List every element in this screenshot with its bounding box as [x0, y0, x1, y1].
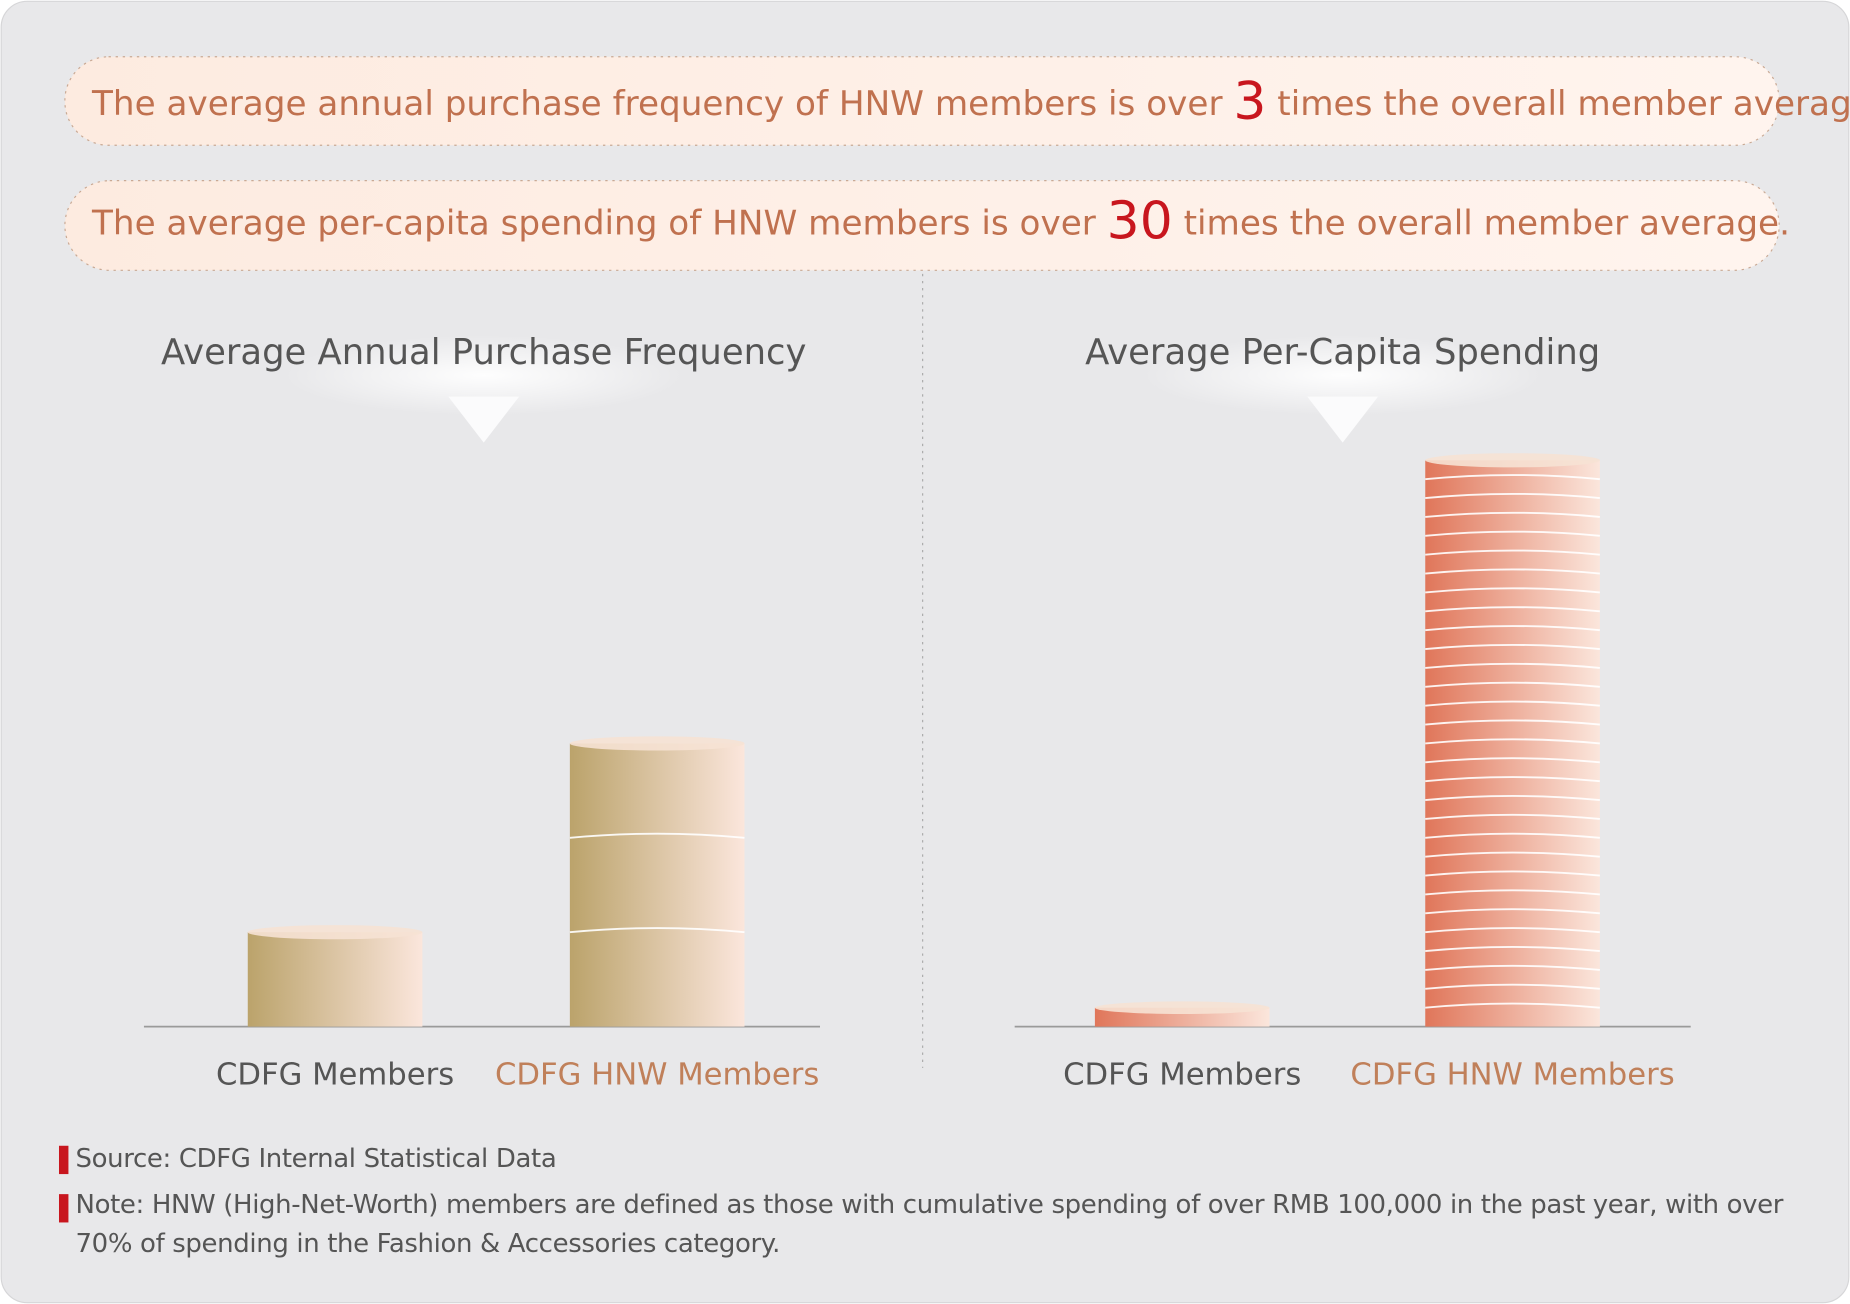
disc-top — [1094, 1001, 1270, 1015]
disc-edge — [1425, 474, 1600, 481]
title-pointer — [1307, 396, 1379, 443]
notes-box: Source: CDFG Internal Statistical Data N… — [76, 1140, 1799, 1264]
bar — [1425, 460, 1600, 1027]
source-note: Source: CDFG Internal Statistical Data — [75, 1144, 557, 1175]
disc-edge — [1425, 568, 1600, 575]
headline-text: The average annual purchase frequency of… — [91, 84, 1233, 124]
disc-edge — [1425, 813, 1600, 820]
headline-text: times the overall member average. — [1173, 203, 1790, 243]
title-pointer — [448, 396, 520, 443]
disc-edge — [1425, 511, 1600, 518]
headline: The average annual purchase frequency of… — [91, 72, 1850, 132]
disc-edge — [1425, 946, 1600, 953]
disc-edge — [1425, 927, 1600, 934]
disc-edge — [1425, 492, 1600, 499]
disc-edge — [1425, 587, 1600, 594]
headline-pill — [64, 180, 1780, 271]
category-label: CDFG HNW Members — [495, 1058, 819, 1093]
disc-edge — [1425, 776, 1600, 783]
disc-edge — [1425, 625, 1600, 632]
headline-number: 30 — [1107, 191, 1173, 251]
category-label: CDFG Members — [216, 1058, 454, 1093]
disc-edge — [1425, 794, 1600, 802]
disc-edge — [569, 927, 745, 934]
title-glow — [1142, 335, 1544, 416]
title-glow — [283, 335, 685, 416]
disc-edge — [1425, 832, 1600, 839]
disc-edge — [1425, 889, 1600, 896]
disc-edge — [1425, 700, 1600, 707]
disc-top — [247, 925, 423, 940]
disc-edge — [1425, 964, 1600, 971]
note-marker — [58, 1145, 69, 1175]
disc-edge — [1425, 757, 1600, 764]
definition-note: Note: HNW (High-Net-Worth) members are d… — [75, 1190, 1784, 1260]
category-label: CDFG Members — [1063, 1058, 1301, 1093]
disc-edge — [1425, 643, 1600, 650]
chart-title: Average Annual Purchase Frequency — [161, 332, 806, 373]
chart-title: Average Per-Capita Spending — [1085, 332, 1600, 373]
disc-edge — [1425, 530, 1600, 537]
disc-edge — [1425, 983, 1600, 990]
disc-edge — [1425, 738, 1600, 745]
disc-edge — [1425, 870, 1600, 877]
disc-edge — [1425, 719, 1600, 726]
bar — [247, 932, 423, 1027]
notes: Source: CDFG Internal Statistical Data N… — [76, 1140, 1799, 1264]
disc-edge — [1425, 662, 1600, 669]
headline-text: times the overall member average. — [1266, 84, 1850, 124]
note-marker — [58, 1194, 69, 1223]
headline-number: 3 — [1233, 72, 1266, 132]
disc-edge — [1425, 549, 1600, 556]
disc-edge — [1425, 1002, 1600, 1009]
disc-edge — [1425, 681, 1600, 688]
category-label: CDFG HNW Members — [1350, 1058, 1674, 1093]
disc-top — [1425, 453, 1600, 468]
disc-edge — [1425, 606, 1600, 613]
disc-top — [569, 736, 745, 751]
headline-text: The average per-capita spending of HNW m… — [91, 203, 1107, 243]
disc-edge — [1425, 908, 1600, 915]
bar — [569, 743, 745, 1027]
disc-edge — [569, 832, 745, 839]
disc-edge — [1425, 851, 1600, 858]
headline-pill — [64, 56, 1780, 146]
headline: The average per-capita spending of HNW m… — [91, 191, 1790, 251]
